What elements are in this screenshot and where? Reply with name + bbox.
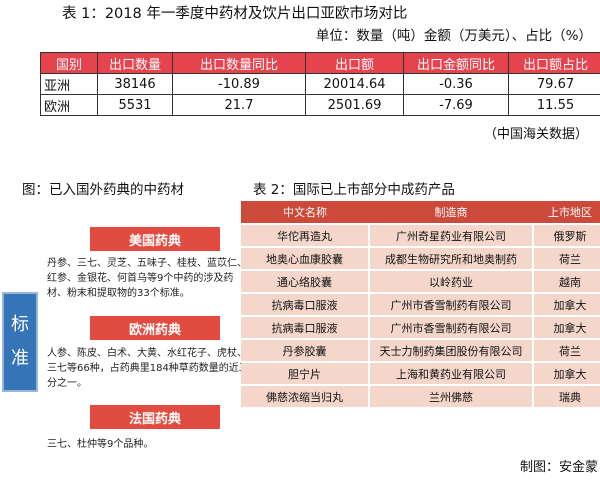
- table-cell: 欧洲: [40, 94, 98, 116]
- tcm-products-table-wrap: 中文名称 制造商 上市地区 华佗再造丸 广州奇星药业有限公司 俄罗斯 地奥心血康胶囊成…: [241, 201, 600, 450]
- table-cell: 加拿大: [533, 315, 600, 339]
- table2-title: 表 2：国际已上市部分中成药产品: [253, 182, 455, 198]
- table-row: 佛慈浓缩当归丸 兰州佛慈 瑞典: [241, 384, 600, 407]
- us-pharmacopoeia-description: 丹参、三七、灵芝、五味子、桂枝、蓝苡仁、红参、金银花、何首乌等9个中药的涉及药材…: [47, 258, 247, 299]
- table1-header-cell: 出口数量: [97, 52, 173, 74]
- table-cell: 加拿大: [533, 361, 600, 385]
- table2-header-cell: 制造商: [369, 201, 533, 224]
- table-cell: 胆宁片: [241, 361, 370, 385]
- table-cell: 丹参胶囊: [241, 338, 370, 362]
- side-label-char: 标: [11, 314, 29, 335]
- table-cell: 华佗再造丸: [241, 223, 370, 247]
- table-cell: -7.69: [403, 94, 509, 116]
- export-comparison-table: 国别 出口数量 出口数量同比 出口额 出口金额同比 出口额占比 亚洲 38146…: [40, 52, 600, 116]
- table-cell: 天士力制药集团股份有限公司: [369, 338, 534, 362]
- table1-title: 表 1：2018 年一季度中药材及饮片出口亚欧市场对比: [62, 6, 408, 22]
- table1-header-cell: 国别: [40, 52, 98, 74]
- table-row: 地奥心血康胶囊 成都生物研究所和地奥制药 荷兰: [241, 246, 600, 270]
- eu-pharmacopoeia-description: 人参、陈皮、白术、大黄、水红花子、虎杖、三七等66种，占药典里184种草药数量的…: [47, 348, 249, 389]
- table-cell: 抗病毒口服液: [241, 315, 370, 339]
- table-row: 抗病毒口服液 广州市香雪制药有限公司 加拿大: [241, 315, 600, 339]
- table-cell: 亚洲: [40, 73, 98, 95]
- table1-unit-note: 单位：数量（吨）金额（万美元）、占比（%）: [315, 28, 592, 44]
- table-cell: 成都生物研究所和地奥制药: [369, 246, 534, 270]
- table-cell: 俄罗斯: [533, 223, 600, 247]
- table-cell: 抗病毒口服液: [241, 292, 370, 316]
- table-cell: 21.7: [172, 94, 306, 116]
- table2-header-cell: 中文名称: [241, 201, 369, 224]
- table1-header-cell: 出口金额同比: [403, 52, 509, 74]
- eu-pharmacopoeia-banner: 欧洲药典: [90, 316, 220, 340]
- table-cell: 兰州佛慈: [369, 384, 534, 407]
- table-cell: 通心络胶囊: [241, 269, 370, 293]
- table-cell: 38146: [97, 73, 173, 95]
- table-cell: 2501.69: [305, 94, 404, 116]
- table-cell: 以岭药业: [369, 269, 534, 293]
- table-cell: 荷兰: [533, 338, 600, 362]
- tcm-products-table: 中文名称 制造商 上市地区 华佗再造丸 广州奇星药业有限公司 俄罗斯 地奥心血康胶囊成…: [241, 201, 600, 407]
- table-cell: 广州市香雪制药有限公司: [369, 292, 534, 316]
- table2-header-row: 中文名称 制造商 上市地区: [241, 201, 600, 224]
- table-row: 欧洲 5531 21.7 2501.69 -7.69 11.55: [40, 94, 600, 116]
- fr-pharmacopoeia-banner: 法国药典: [90, 405, 220, 429]
- table-cell: -10.89: [172, 73, 306, 95]
- fr-pharmacopoeia-description: 三七、杜仲等9个品种。: [47, 439, 154, 450]
- figure-title: 图：已入国外药典的中药材: [22, 182, 184, 198]
- table-cell: 上海和黄药业有限公司: [369, 361, 534, 385]
- standard-side-label: 标 准: [2, 292, 38, 392]
- table-cell: 5531: [97, 94, 173, 116]
- table-cell: 越南: [533, 269, 600, 293]
- table1-header-cell: 出口额: [305, 52, 404, 74]
- chart-credit: 制图：安金蒙: [519, 460, 598, 475]
- table1-source: （中国海关数据）: [483, 127, 588, 142]
- table1-header-cell: 出口数量同比: [172, 52, 306, 74]
- table-cell: 地奥心血康胶囊: [241, 246, 370, 270]
- table-row: 通心络胶囊 以岭药业 越南: [241, 269, 600, 293]
- table-cell: 11.55: [508, 94, 600, 116]
- table-cell: 佛慈浓缩当归丸: [241, 384, 370, 407]
- us-pharmacopoeia-banner: 美国药典: [90, 227, 220, 251]
- table-cell: 广州市香雪制药有限公司: [369, 315, 534, 339]
- table-row: 抗病毒口服液 广州市香雪制药有限公司 加拿大: [241, 292, 600, 316]
- table-cell: 20014.64: [305, 73, 404, 95]
- table-row: 丹参胶囊 天士力制药集团股份有限公司 荷兰: [241, 338, 600, 362]
- table1-header-cell: 出口额占比: [508, 52, 600, 74]
- table-cell: 荷兰: [533, 246, 600, 270]
- table-cell: 加拿大: [533, 292, 600, 316]
- table-cell: -0.36: [403, 73, 509, 95]
- table-row: 华佗再造丸 广州奇星药业有限公司 俄罗斯: [241, 223, 600, 247]
- table-row: 亚洲 38146 -10.89 20014.64 -0.36 79.67: [40, 73, 600, 95]
- table-row: 胆宁片 上海和黄药业有限公司 加拿大: [241, 361, 600, 385]
- side-label-char: 准: [11, 348, 29, 369]
- table2-header-cell: 上市地区: [533, 201, 600, 224]
- table-cell: 79.67: [508, 73, 600, 95]
- table1-header-row: 国别 出口数量 出口数量同比 出口额 出口金额同比 出口额占比: [40, 52, 600, 74]
- table-cell: 瑞典: [533, 384, 600, 407]
- table-cell: 广州奇星药业有限公司: [369, 223, 534, 247]
